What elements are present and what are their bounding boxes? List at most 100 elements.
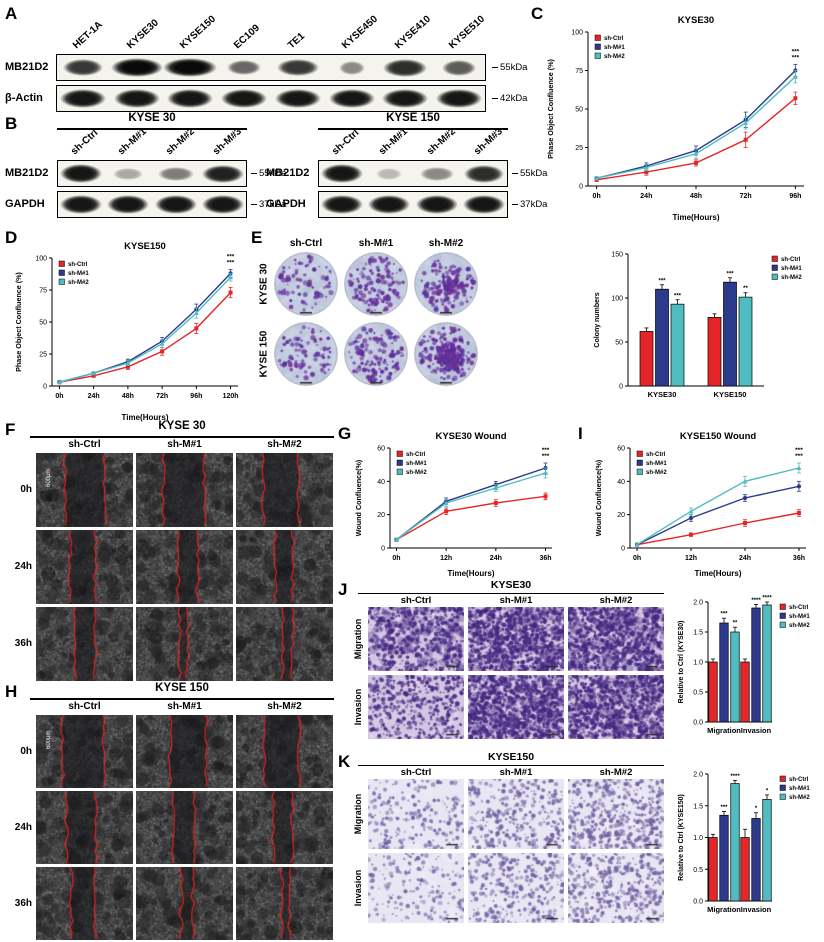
wound-image (136, 453, 233, 527)
x-tick-label: 36h (539, 555, 551, 562)
col-header: sh-M#2 (267, 701, 302, 712)
legend-label: sh-Ctrl (604, 36, 624, 42)
blot-band (221, 89, 268, 108)
marker-triangle (493, 485, 499, 490)
marker-triangle (443, 500, 449, 505)
col-header: sh-M#1 (499, 595, 533, 606)
series-line (59, 272, 232, 383)
title-underline (358, 765, 664, 766)
blot-band (154, 195, 197, 214)
row-label: Invasion (353, 688, 363, 726)
marker-triangle (796, 465, 802, 470)
transwell-image (568, 675, 664, 739)
legend-swatch (779, 793, 786, 800)
blot-title-kyse30: KYSE 30 (128, 112, 176, 124)
y-tick-label: 20 (617, 512, 625, 519)
protein-label-bactin: β-Actin (5, 92, 43, 104)
x-tick-label: 48h (690, 193, 702, 200)
chart-title: KYSE150 Wound (680, 431, 757, 442)
row-label: 0h (20, 745, 32, 757)
marker-triangle (125, 360, 131, 365)
y-tick-label: 2.0 (693, 600, 703, 607)
scale-label: 600μm (46, 468, 52, 487)
series-line (636, 512, 800, 546)
blot-band (442, 59, 477, 76)
y-tick-label: 100 (571, 30, 583, 37)
significance-stars: * (755, 806, 758, 812)
y-tick-label: 0.5 (693, 867, 703, 874)
x-tick-label: 24h (640, 193, 652, 200)
col-header: sh-M#1 (167, 439, 202, 450)
significance-stars: *** (720, 612, 728, 618)
legend-label: sh-Ctrl (789, 777, 809, 783)
y-tick-label: 75 (39, 288, 47, 295)
legend-swatch (58, 260, 65, 267)
bar (719, 814, 729, 902)
series-line (396, 472, 546, 541)
category-label: Migration (707, 726, 741, 735)
blot-band (320, 195, 363, 214)
colony-image (414, 252, 478, 316)
lane-label: sh-M#1 (377, 126, 411, 158)
wound-image (236, 607, 333, 681)
transwell-image (568, 607, 664, 671)
legend-label: sh-M#2 (68, 280, 89, 286)
y-tick-label: 2.0 (693, 772, 703, 779)
marker-triangle (742, 478, 748, 484)
legend-label: sh-Ctrl (406, 452, 426, 458)
blot-band (59, 89, 106, 108)
col-header: sh-Ctrl (400, 767, 432, 778)
blot-band (415, 195, 458, 214)
x-tick-label: 120h (223, 393, 239, 400)
panel-k-title: KYSE150 (487, 751, 535, 763)
legend-label: sh-Ctrl (781, 257, 801, 263)
y-tick-label: 1.5 (693, 803, 703, 810)
x-tick-label: 72h (740, 193, 752, 200)
colony-image (414, 322, 478, 386)
col-header: sh-M#2 (599, 595, 633, 606)
bar (751, 818, 761, 902)
x-tick-label: 24h (739, 555, 751, 562)
blot-band (163, 58, 218, 77)
row-label: Invasion (353, 869, 363, 907)
legend-label: sh-M#1 (781, 266, 802, 272)
col-header: sh-M#1 (499, 767, 533, 778)
legend-label: sh-M#2 (646, 470, 667, 476)
panel-letter-k: K (338, 752, 351, 771)
y-tick-label: 150 (611, 252, 623, 259)
y-tick-label: 50 (575, 107, 583, 114)
wound-image (136, 715, 233, 788)
legend-label: sh-M#1 (406, 461, 427, 467)
kda-label-55: 55kDa (492, 62, 527, 73)
y-tick-label: 50 (39, 320, 47, 327)
x-axis-label: Time(Hours) (695, 569, 742, 578)
legend-label: sh-M#2 (604, 54, 625, 60)
x-tick-label: 96h (789, 193, 801, 200)
y-tick-label: 0 (621, 546, 625, 553)
significance-stars: ** (743, 286, 748, 292)
x-tick-label: 12h (685, 555, 697, 562)
title-underline (358, 593, 664, 594)
x-tick-label: 12h (440, 555, 452, 562)
kda-label-55: 55kDa (512, 168, 547, 179)
row-label: 0h (20, 484, 32, 495)
marker-square (444, 509, 449, 514)
significance-stars: **** (730, 774, 740, 780)
y-axis-label: Wound Confluence(%) (354, 459, 363, 536)
title-underline (318, 128, 508, 130)
blot-band (376, 167, 403, 180)
wound-image (36, 453, 133, 527)
transwell-image (368, 853, 464, 923)
blot-band (276, 59, 319, 76)
cell-line-label: TE1 (285, 30, 307, 52)
bar (751, 607, 761, 723)
significance-stars: *** (542, 447, 550, 454)
marker-square (228, 290, 233, 295)
marker-square (796, 511, 801, 515)
marker-square (493, 501, 498, 505)
transwell-image (468, 853, 564, 923)
panel-letter-c: C (531, 4, 544, 23)
series-line (59, 292, 232, 383)
y-tick-label: 60 (377, 446, 385, 453)
